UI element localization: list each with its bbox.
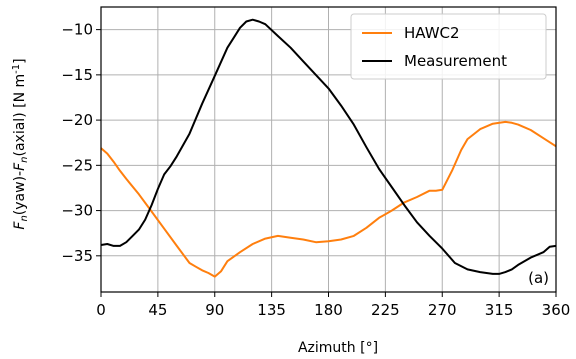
legend-label-measurement: Measurement: [404, 52, 507, 70]
legend-box: [350, 13, 547, 80]
y-tick-label: −15: [61, 66, 93, 84]
y-tick-label: −35: [61, 247, 93, 265]
y-axis-label: Fn(yaw)-Fn(axial) [N m-1]: [11, 58, 30, 229]
series-line-measurement: [100, 18, 557, 275]
y-tick-label: −25: [61, 156, 93, 174]
series-layer: [100, 18, 557, 278]
y-tick-label: −20: [61, 111, 93, 129]
y-tick-label: −10: [61, 21, 93, 39]
x-tick-label: 45: [148, 301, 167, 319]
series-line-hawc2: [100, 120, 557, 278]
x-axis-label: Azimuth [°]: [298, 340, 378, 356]
x-tick-label: 180: [314, 301, 343, 319]
panel-annotation: (a): [528, 269, 549, 287]
x-tick-label: 315: [485, 301, 514, 319]
x-tick-label: 270: [428, 301, 457, 319]
legend: HAWC2 Measurement: [350, 13, 547, 80]
ticks: 0 45 90 135 180 225 270 315 360 −35 −30 −25 −20 −15 −1…: [61, 21, 570, 319]
legend-label-hawc2: HAWC2: [404, 24, 460, 42]
x-tick-label: 0: [96, 301, 106, 319]
x-tick-label: 225: [371, 301, 400, 319]
x-tick-label: 360: [542, 301, 571, 319]
y-tick-label: −30: [61, 202, 93, 220]
x-tick-label: 90: [205, 301, 224, 319]
x-tick-label: 135: [257, 301, 286, 319]
